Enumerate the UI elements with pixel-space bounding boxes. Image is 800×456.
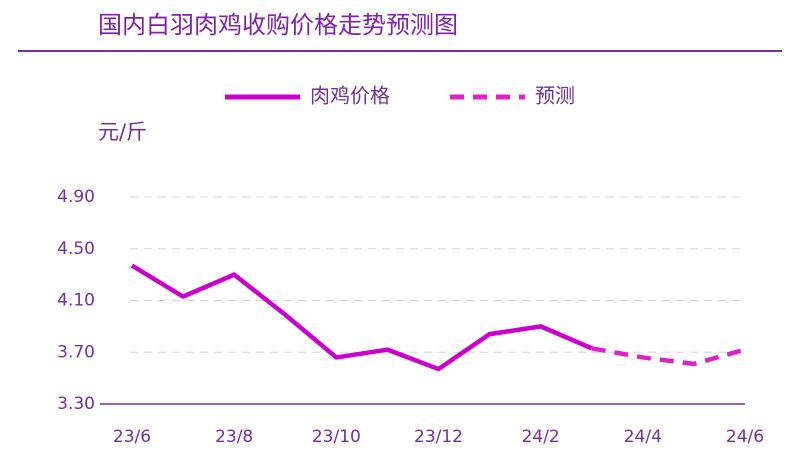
chart-title: 国内白羽肉鸡收购价格走势预测图	[98, 11, 458, 39]
y-axis-label: 元/斤	[98, 120, 147, 144]
series-line	[591, 346, 746, 367]
y-tick-label: 4.10	[57, 291, 95, 311]
series-line	[130, 263, 593, 372]
y-tick-label: 3.70	[57, 342, 95, 362]
x-tick-label: 24/2	[522, 427, 560, 447]
x-tick-label: 23/6	[113, 427, 151, 447]
x-tick-label: 23/10	[312, 427, 361, 447]
legend-label: 肉鸡价格	[310, 84, 390, 108]
y-tick-label: 3.30	[57, 394, 95, 414]
x-tick-label: 24/6	[726, 427, 764, 447]
y-tick-label: 4.90	[57, 187, 95, 207]
y-tick-label: 4.50	[57, 239, 95, 259]
legend-label: 预测	[535, 84, 575, 108]
x-tick-label: 23/8	[215, 427, 253, 447]
x-tick-label: 23/12	[414, 427, 463, 447]
x-tick-label: 24/4	[624, 427, 662, 447]
